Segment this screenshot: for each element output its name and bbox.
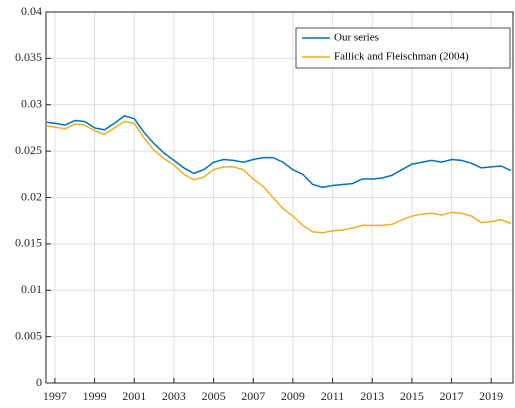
x-tick-label: 2001 [122, 389, 146, 403]
x-tick-label: 2011 [321, 389, 345, 403]
x-tick-label: 2017 [440, 389, 464, 403]
legend-label: Our series [334, 32, 379, 44]
x-tick-label: 2003 [162, 389, 186, 403]
x-tick-label: 1997 [43, 389, 67, 403]
y-tick-label: 0.035 [15, 50, 42, 64]
y-tick-label: 0.025 [15, 143, 42, 157]
x-tick-label: 2013 [360, 389, 384, 403]
data-line [46, 120, 512, 234]
x-tick-label: 2005 [202, 389, 226, 403]
y-tick-label: 0.03 [21, 97, 42, 111]
y-tick-label: 0.015 [15, 236, 42, 250]
y-tick-label: 0 [36, 375, 42, 389]
legend-box [295, 27, 511, 69]
x-tick-label: 1999 [83, 389, 107, 403]
x-tick-label: 2019 [479, 389, 503, 403]
y-tick-label: 0.04 [21, 4, 42, 18]
legend-label: Fallick and Fleischman (2004) [334, 51, 469, 63]
y-tick-label: 0.005 [15, 328, 42, 342]
legend: Our series Fallick and Fleischman (2004) [295, 27, 511, 69]
data-line [46, 115, 512, 189]
x-tick-label: 2009 [281, 389, 305, 403]
y-tick-label: 0.02 [21, 189, 42, 203]
plot-frame [45, 11, 514, 384]
x-tick-label: 2015 [400, 389, 424, 403]
x-tick-label: 2007 [241, 389, 265, 403]
y-tick-label: 0.01 [21, 282, 42, 296]
